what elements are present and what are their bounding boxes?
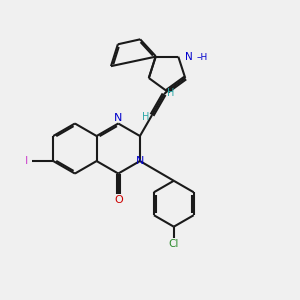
Text: H: H [142,112,149,122]
Text: N: N [185,52,193,61]
Text: Cl: Cl [169,239,179,249]
Text: O: O [115,195,123,205]
Text: H: H [167,88,174,98]
Text: N: N [113,113,122,124]
Text: I: I [25,156,28,166]
Text: –H: –H [196,53,208,62]
Text: N: N [136,156,144,166]
